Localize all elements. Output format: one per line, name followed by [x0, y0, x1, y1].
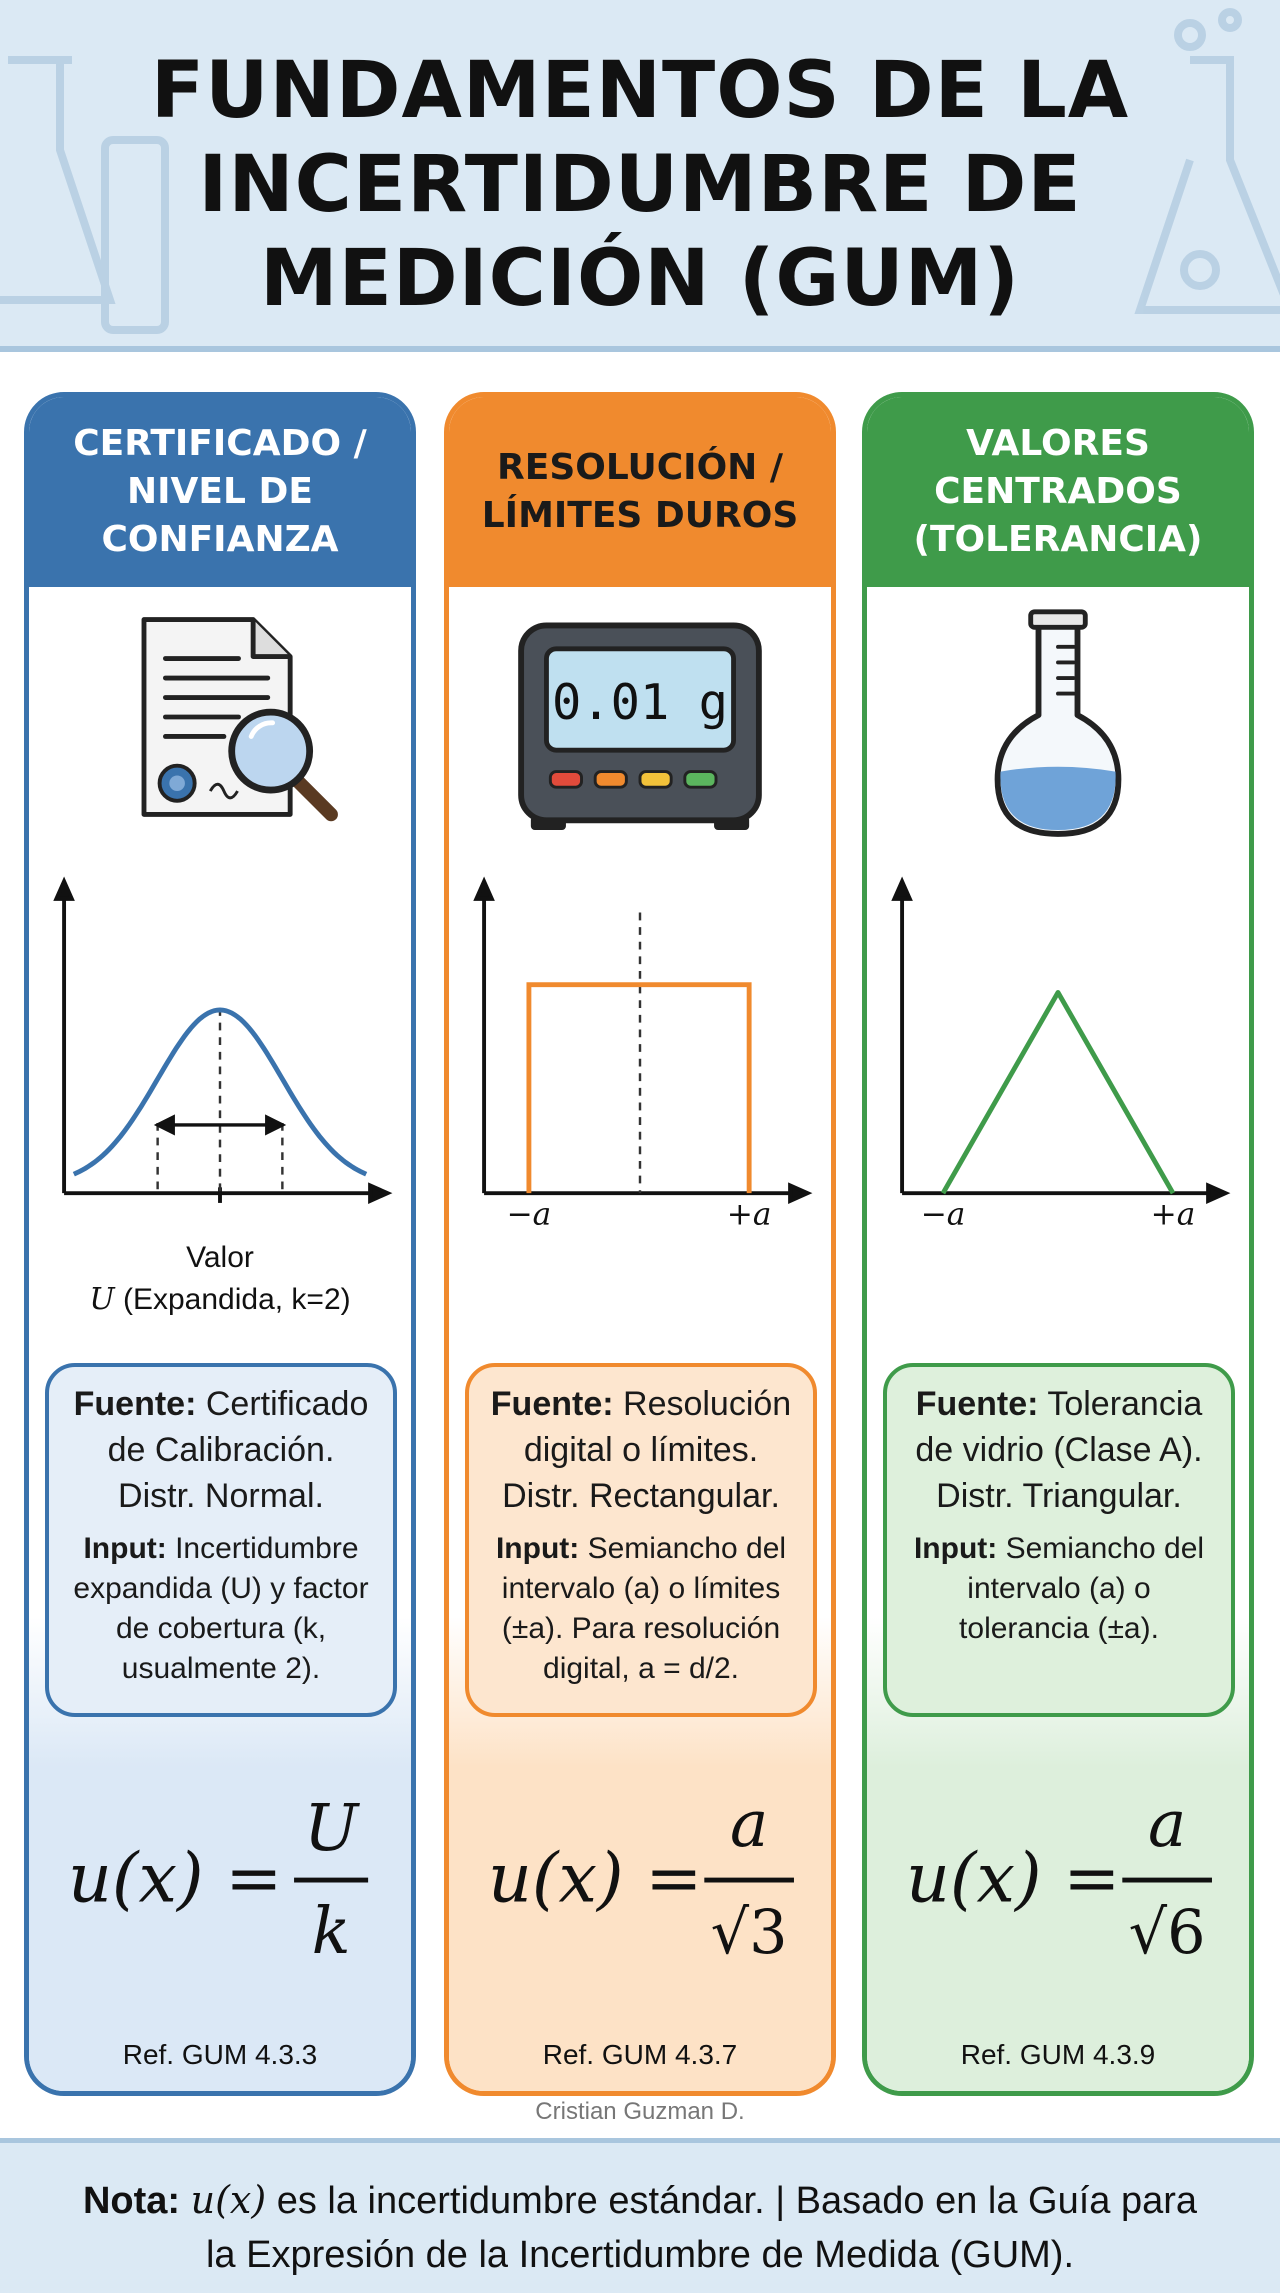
source-label: Fuente:	[73, 1385, 197, 1423]
input-label: Input:	[913, 1532, 998, 1565]
source-text: digital o límites.	[523, 1431, 759, 1469]
source-text: Resolución	[613, 1385, 792, 1423]
formula-denominator: √6	[1129, 1898, 1206, 1968]
formula-lhs: u(x) =	[906, 1839, 1120, 1918]
heading-line: CONFIANZA	[101, 519, 339, 560]
input-text: Semiancho del	[997, 1532, 1205, 1565]
source-text: Distr. Rectangular.	[502, 1477, 780, 1515]
rectangular-curve	[526, 982, 752, 1194]
note-text: es la incertidumbre estándar. | Basado e…	[266, 2180, 1198, 2222]
volumetric-flask-icon	[994, 609, 1122, 837]
panel-heading: CERTIFICADO / NIVEL DE CONFIANZA	[29, 397, 411, 587]
x-axis-label-detail: (Expandida, k=2)	[114, 1283, 351, 1316]
author-credit: Cristian Guzman D.	[535, 2098, 745, 2125]
triangular-curve	[940, 989, 1176, 1195]
x-axis-label: Valor	[186, 1241, 254, 1274]
input-text: digital, a = d/2.	[543, 1652, 739, 1685]
rectangular-distribution-plot: −a +a	[473, 876, 813, 1227]
panel-rectangular-distribution: RESOLUCIÓN / LÍMITES DUROS 0.01 g −a +a …	[444, 392, 836, 2096]
info-box: Fuente: Tolerancia de vidrio (Clase A). Di…	[883, 1363, 1235, 1717]
heading-line: LÍMITES DUROS	[481, 495, 799, 536]
formula-lhs: u(x) =	[68, 1839, 282, 1918]
heading-line: (TOLERANCIA)	[913, 519, 1203, 560]
title-line: FUNDAMENTOS DE LA	[150, 46, 1130, 136]
input-text: (±a). Para resolución	[501, 1612, 781, 1645]
note-variable: u(x)	[190, 2178, 267, 2222]
source-label: Fuente:	[915, 1385, 1039, 1423]
tick-label-plus-a: +a	[727, 1196, 772, 1227]
gum-reference: Ref. GUM 4.3.3	[122, 2039, 318, 2070]
panel-triangular-distribution: VALORES CENTRADOS (TOLERANCIA) −a +a Fue…	[862, 392, 1254, 2096]
normal-distribution-plot	[53, 876, 393, 1204]
source-text: Distr. Triangular.	[936, 1477, 1182, 1515]
input-label: Input:	[83, 1532, 167, 1565]
heading-line: NIVEL DE	[127, 471, 313, 512]
source-text: Tolerancia	[1038, 1385, 1203, 1423]
input-label: Input:	[495, 1532, 580, 1565]
scale-display-value: 0.01 g	[552, 675, 728, 731]
info-box: Fuente: Certificado de Calibración. Distr.…	[45, 1363, 397, 1717]
gum-reference: Ref. GUM 4.3.7	[542, 2039, 738, 2070]
note-text: la Expresión de la Incertidumbre de Medi…	[205, 2234, 1075, 2276]
formula-triangular: u(x) = a √6	[906, 1787, 1212, 1968]
lab-glassware-decoration	[0, 8, 1280, 334]
source-text: de vidrio (Clase A).	[915, 1431, 1203, 1469]
input-text: de cobertura (k,	[115, 1612, 327, 1645]
panel-heading: VALORES CENTRADOS (TOLERANCIA)	[867, 397, 1249, 587]
panel-normal-distribution: CERTIFICADO / NIVEL DE CONFIANZA	[24, 392, 416, 2096]
x-axis-variable: U	[89, 1282, 115, 1317]
formula-numerator: a	[1148, 1787, 1186, 1862]
input-text: expandida (U) y factor	[73, 1572, 369, 1605]
formula-numerator: U	[304, 1791, 360, 1866]
input-text: intervalo (a) o	[967, 1572, 1151, 1605]
digital-scale-icon: 0.01 g	[518, 622, 762, 831]
input-text: Incertidumbre	[166, 1532, 359, 1565]
heading-line: VALORES	[966, 423, 1150, 464]
heading-line: CENTRADOS	[934, 471, 1182, 512]
footer-note: Nota: u(x) es la incertidumbre estándar.…	[0, 2138, 1280, 2293]
formula-numerator: a	[730, 1787, 768, 1862]
tick-label-minus-a: −a	[921, 1196, 966, 1227]
input-text: intervalo (a) o límites	[501, 1572, 781, 1605]
formula-rectangular: u(x) = a √3	[488, 1787, 794, 1968]
page-title: FUNDAMENTOS DE LA INCERTIDUMBRE DE MEDIC…	[0, 44, 1280, 326]
source-text: Distr. Normal.	[118, 1477, 324, 1515]
info-box: Fuente: Resolución digital o límites. Dist…	[465, 1363, 817, 1717]
formula-normal: u(x) = U k	[68, 1791, 369, 1969]
footer-text: Nota: u(x) es la incertidumbre estándar.…	[30, 2173, 1250, 2282]
x-axis-caption: Valor U (Expandida, k=2)	[29, 1237, 411, 1321]
note-label: Nota:	[82, 2180, 181, 2222]
input-text: usualmente 2).	[121, 1652, 321, 1685]
header-banner: FUNDAMENTOS DE LA INCERTIDUMBRE DE MEDIC…	[0, 0, 1280, 352]
title-line: MEDICIÓN (GUM)	[260, 234, 1020, 324]
title-line: INCERTIDUMBRE DE	[198, 140, 1082, 230]
source-text: Certificado	[196, 1385, 369, 1423]
input-text: tolerancia (±a).	[959, 1612, 1159, 1645]
triangular-distribution-plot: −a +a	[891, 876, 1231, 1227]
source-text: de Calibración.	[107, 1431, 335, 1469]
normal-curve	[72, 1007, 368, 1177]
formula-lhs: u(x) =	[488, 1839, 702, 1918]
source-label: Fuente:	[490, 1385, 614, 1423]
panel-heading: RESOLUCIÓN / LÍMITES DUROS	[449, 397, 831, 587]
gum-reference: Ref. GUM 4.3.9	[960, 2039, 1156, 2070]
input-text: Semiancho del	[579, 1532, 787, 1565]
tick-label-minus-a: −a	[507, 1196, 552, 1227]
formula-denominator: k	[312, 1894, 351, 1969]
heading-line: CERTIFICADO /	[73, 423, 367, 464]
formula-denominator: √3	[711, 1898, 788, 1968]
tick-label-plus-a: +a	[1151, 1196, 1196, 1227]
certificate-magnifier-icon	[141, 617, 338, 822]
heading-line: RESOLUCIÓN /	[497, 447, 783, 488]
